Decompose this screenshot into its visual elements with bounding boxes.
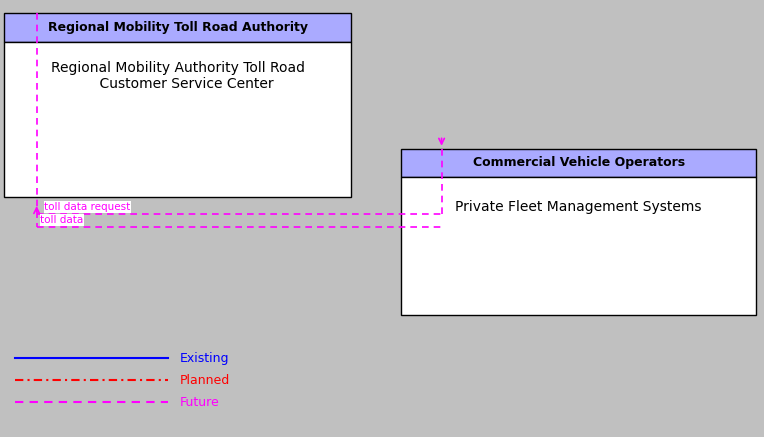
Bar [401,177,756,315]
Bar [4,13,351,42]
Text: toll data: toll data [40,215,84,225]
Text: Regional Mobility Toll Road Authority: Regional Mobility Toll Road Authority [47,21,308,34]
Text: Planned: Planned [180,374,230,387]
Text: Private Fleet Management Systems: Private Fleet Management Systems [455,200,702,214]
Text: Existing: Existing [180,352,229,365]
Text: Commercial Vehicle Operators: Commercial Vehicle Operators [473,156,685,169]
Text: toll data request: toll data request [44,202,131,212]
Text: Regional Mobility Authority Toll Road
    Customer Service Center: Regional Mobility Authority Toll Road Cu… [50,61,305,91]
Bar [401,149,756,177]
Bar [4,42,351,197]
Text: Future: Future [180,395,219,409]
